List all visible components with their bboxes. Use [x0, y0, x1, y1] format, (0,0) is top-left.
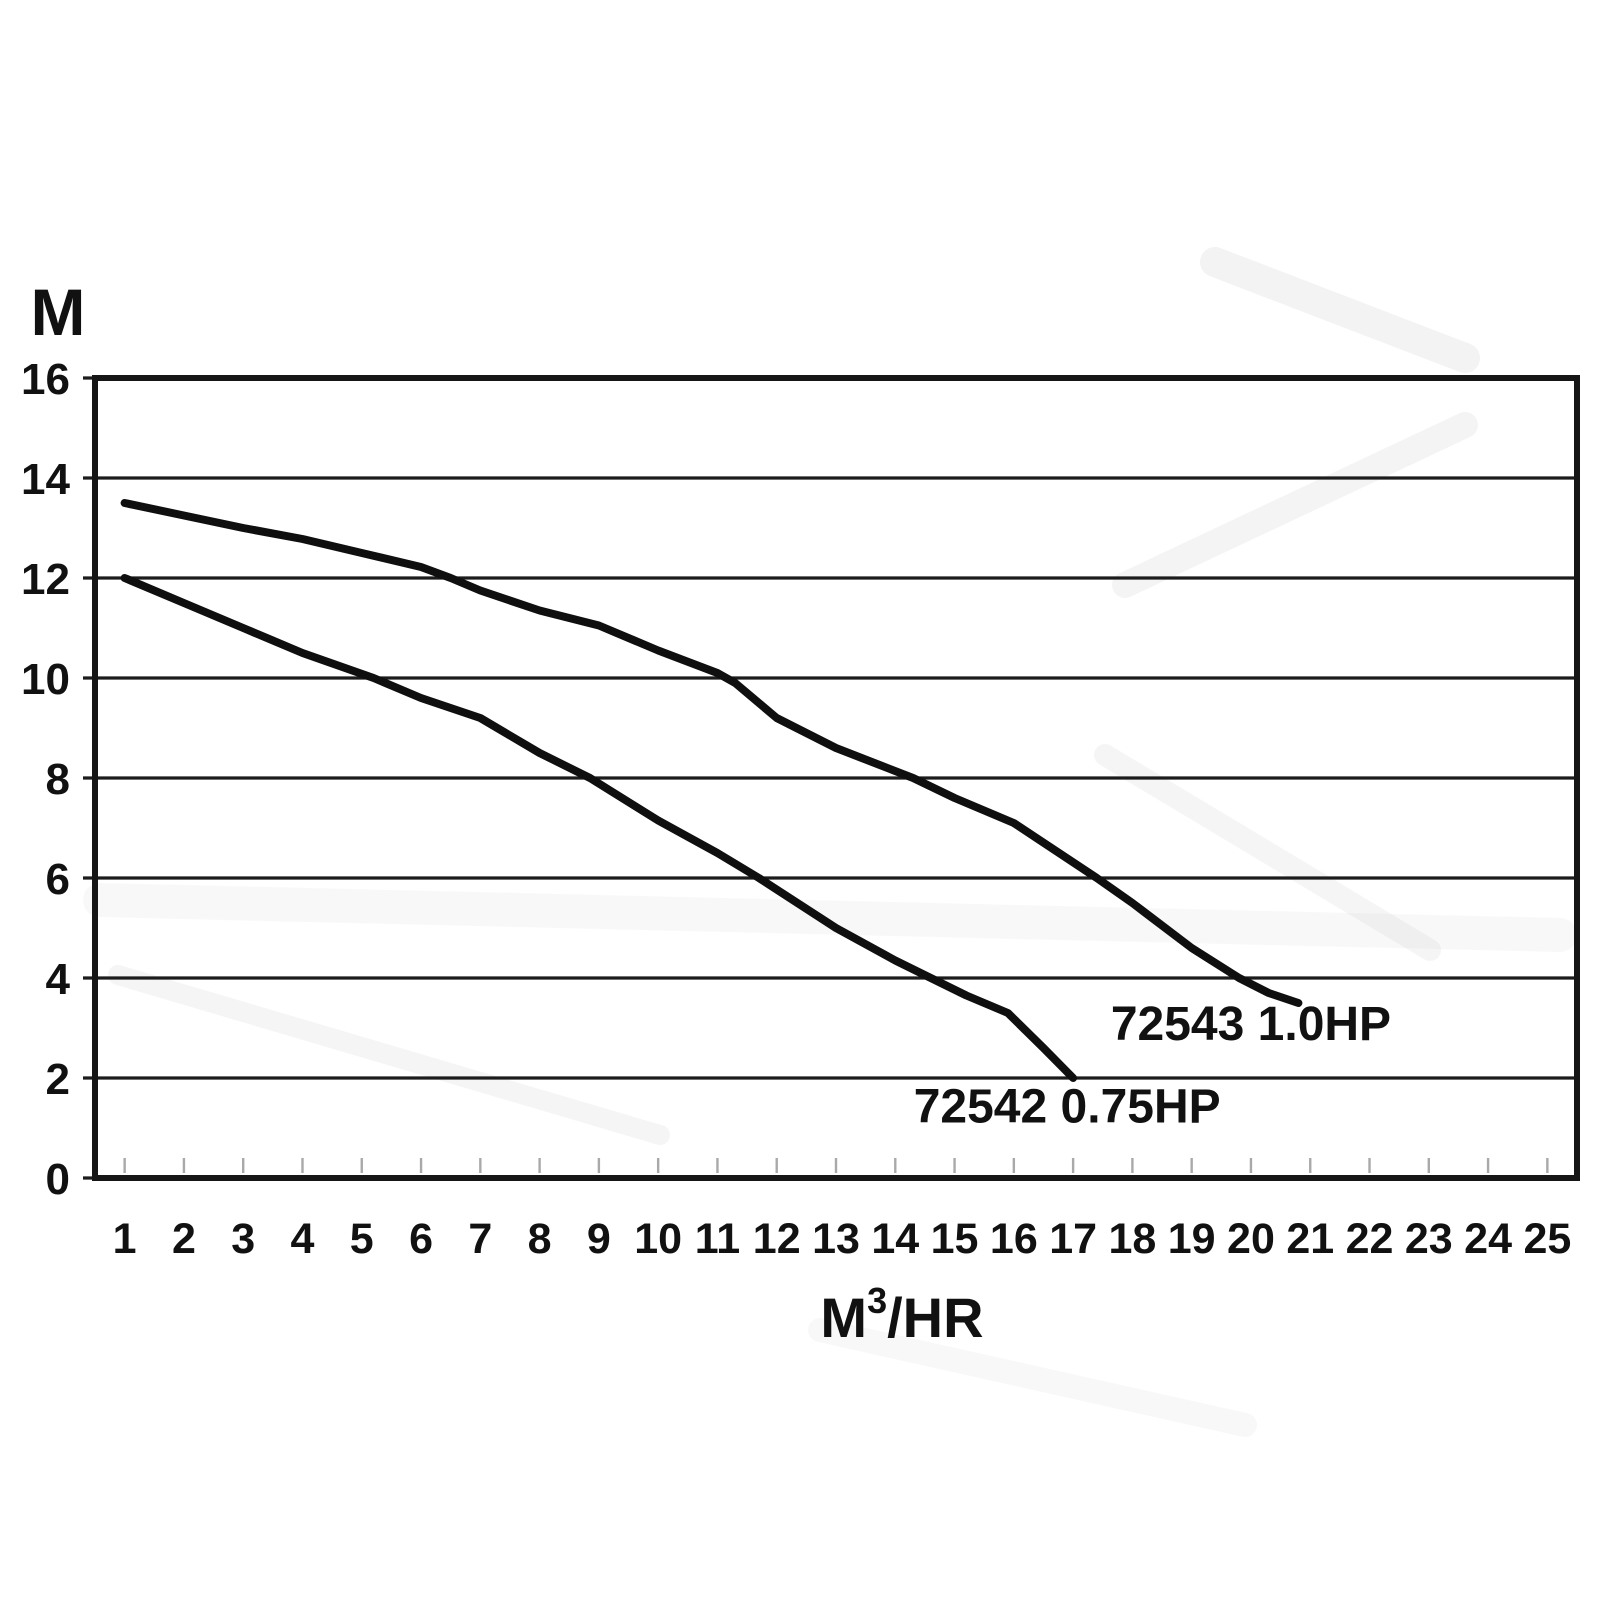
- y-tick-label-6: 6: [46, 855, 70, 904]
- y-tick-label-8: 8: [46, 755, 70, 804]
- x-tick-label-4: 4: [291, 1215, 315, 1263]
- plot-border: [92, 375, 1580, 1181]
- x-tick-label-12: 12: [753, 1215, 801, 1263]
- x-tick-label-14: 14: [871, 1215, 919, 1263]
- scan-artifact: [108, 965, 670, 1145]
- x-tick-label-16: 16: [990, 1215, 1038, 1263]
- x-tick-label-24: 24: [1464, 1215, 1512, 1263]
- x-tick-label-2: 2: [172, 1215, 196, 1263]
- y-tick-label-12: 12: [21, 555, 70, 604]
- y-tick-label-2: 2: [46, 1055, 70, 1104]
- x-tick-label-18: 18: [1108, 1215, 1156, 1263]
- y-tick-label-14: 14: [21, 455, 70, 504]
- x-tick-label-22: 22: [1346, 1215, 1394, 1263]
- x-tick-label-5: 5: [350, 1215, 374, 1263]
- x-tick-label-17: 17: [1049, 1215, 1097, 1263]
- scan-artifact: [83, 883, 1577, 952]
- x-tick-label-9: 9: [587, 1215, 611, 1263]
- x-tick-label-25: 25: [1523, 1215, 1571, 1263]
- curve-72543: [120, 499, 1303, 1007]
- x-tick-label-19: 19: [1168, 1215, 1216, 1263]
- x-tick-label-1: 1: [113, 1215, 137, 1263]
- scan-artifact: [1112, 412, 1478, 598]
- scan-artifact: [1200, 247, 1480, 373]
- y-tick-label-10: 10: [21, 655, 70, 704]
- y-tick-label-16: 16: [21, 355, 70, 404]
- x-axis-title: M3/HR: [820, 1280, 983, 1349]
- scan-artifact: [1094, 744, 1441, 961]
- x-tick-label-13: 13: [812, 1215, 860, 1263]
- x-tick-label-20: 20: [1227, 1215, 1275, 1263]
- x-tick-label-10: 10: [634, 1215, 682, 1263]
- scan-artifact: [808, 1318, 1257, 1437]
- x-tick-label-6: 6: [409, 1215, 433, 1263]
- y-tick-label-4: 4: [46, 955, 71, 1004]
- x-tick-label-21: 21: [1286, 1215, 1334, 1263]
- x-tick-label-7: 7: [468, 1215, 492, 1263]
- curve-72542: [120, 574, 1078, 1082]
- y-tick-label-0: 0: [46, 1155, 70, 1204]
- x-tick-label-23: 23: [1405, 1215, 1453, 1263]
- curve-label-72542: 72542 0.75HP: [914, 1081, 1221, 1134]
- x-tick-label-15: 15: [931, 1215, 979, 1263]
- x-tick-label-3: 3: [231, 1215, 255, 1263]
- x-tick-label-8: 8: [528, 1215, 552, 1263]
- y-axis-title: M: [31, 275, 86, 349]
- x-tick-label-11: 11: [695, 1215, 740, 1263]
- curve-label-72543: 72543 1.0HP: [1111, 998, 1391, 1051]
